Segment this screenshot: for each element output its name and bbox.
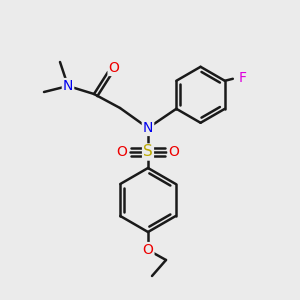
Text: O: O	[142, 243, 153, 257]
Text: N: N	[63, 79, 73, 93]
Text: O: O	[117, 145, 128, 159]
Text: S: S	[143, 145, 153, 160]
Text: O: O	[109, 61, 119, 75]
Text: F: F	[239, 71, 247, 85]
Text: N: N	[143, 121, 153, 135]
Text: O: O	[169, 145, 179, 159]
